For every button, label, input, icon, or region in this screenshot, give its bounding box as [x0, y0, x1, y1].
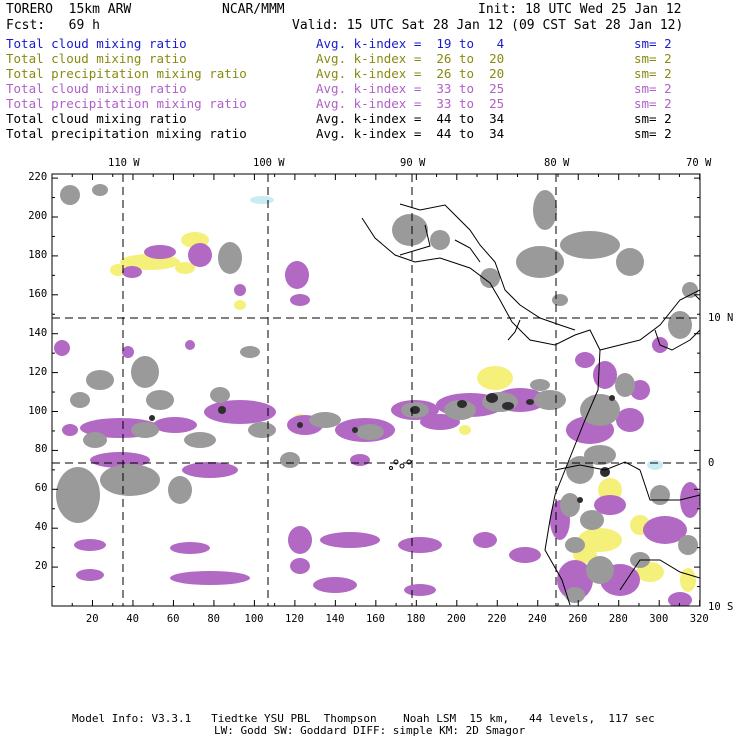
y-grid-label: 100: [28, 404, 48, 417]
y-grid-label: 140: [28, 326, 48, 339]
islands: [389, 459, 412, 470]
x-grid-label: 200: [446, 613, 466, 625]
lon-label-110w: 110 W: [108, 157, 140, 169]
legend-smoothing: sm= 2: [634, 96, 672, 111]
x-grid-label: 80: [207, 613, 220, 625]
valid-time: Valid: 15 UTC Sat 28 Jan 12 (09 CST Sat …: [292, 18, 684, 33]
model-name: TORERO 15km ARW: [6, 2, 132, 17]
legend-kindex: Avg. k-index = 26 to 20: [316, 51, 505, 66]
x-grid-label: 300: [649, 613, 669, 625]
x-grid-label: 100: [244, 613, 264, 625]
axis-ticks: [52, 174, 701, 606]
x-grid-label: 20: [85, 613, 99, 625]
x-grid-label: 120: [284, 613, 304, 625]
legend-kindex: Avg. k-index = 44 to 34: [316, 111, 505, 126]
legend-field: Total precipitation mixing ratio: [6, 96, 247, 111]
y-grid-label: 40: [34, 521, 48, 534]
lat-label-10n: 10 N: [708, 312, 734, 324]
model-info-line-2: LW: Godd SW: Goddard DIFF: simple KM: 2D…: [214, 724, 526, 737]
legend-kindex: Avg. k-index = 33 to 25: [316, 96, 505, 111]
lat-lon-grid: [52, 174, 700, 606]
legend-smoothing: sm= 2: [634, 81, 672, 96]
legend-field: Total cloud mixing ratio: [6, 111, 187, 126]
x-grid-label: 140: [325, 613, 345, 625]
x-grid-label: 180: [406, 613, 426, 625]
x-grid-label: 280: [608, 613, 628, 625]
lon-label-90w: 90 W: [400, 157, 426, 169]
legend-field: Total cloud mixing ratio: [6, 51, 187, 66]
y-grid-label: 20: [34, 560, 48, 573]
y-grid-label: 200: [28, 210, 48, 222]
legend-smoothing: sm= 2: [634, 111, 672, 126]
coastlines: [361, 203, 700, 606]
legend-kindex: Avg. k-index = 19 to 4: [316, 36, 505, 51]
legend-kindex: Avg. k-index = 33 to 25: [316, 81, 505, 96]
init-time: Init: 18 UTC Wed 25 Jan 12: [478, 2, 682, 17]
x-grid-label: 160: [365, 613, 385, 625]
y-grid-label: 80: [34, 443, 48, 456]
forecast-hour: Fcst: 69 h: [6, 18, 100, 33]
model-info-line-1: Model Info: V3.3.1 Tiedtke YSU PBL Thomp…: [72, 712, 655, 725]
legend-kindex: Avg. k-index = 26 to 20: [316, 66, 505, 81]
legend-smoothing: sm= 2: [634, 66, 672, 81]
legend-field: Total cloud mixing ratio: [6, 81, 187, 96]
legend-field: Total precipitation mixing ratio: [6, 126, 247, 141]
x-grid-label: 320: [689, 613, 709, 625]
y-grid-label: 180: [28, 248, 48, 261]
y-grid-label: 120: [28, 365, 48, 378]
x-grid-label: 40: [126, 613, 140, 625]
legend-smoothing: sm= 2: [634, 126, 672, 141]
x-grid-label: 240: [527, 613, 547, 625]
legend-kindex: Avg. k-index = 44 to 34: [316, 126, 505, 141]
organization: NCAR/MMM: [222, 2, 285, 17]
y-grid-label: 160: [28, 287, 48, 300]
lat-label-10s: 10 S: [708, 601, 734, 613]
legend-field: Total cloud mixing ratio: [6, 36, 187, 51]
lat-label-0: 0: [708, 457, 715, 469]
x-grid-label: 260: [568, 613, 588, 625]
legend-smoothing: sm= 2: [634, 36, 672, 51]
legend-field: Total precipitation mixing ratio: [6, 66, 247, 81]
y-grid-label: 60: [34, 482, 48, 495]
y-grid-label: 220: [28, 171, 48, 184]
legend-smoothing: sm= 2: [634, 51, 672, 66]
x-grid-label: 60: [166, 613, 180, 625]
lon-label-80w: 80 W: [544, 157, 570, 169]
lon-label-70w: 70 W: [686, 157, 712, 169]
x-grid-label: 220: [487, 613, 507, 625]
lon-label-100w: 100 W: [253, 157, 285, 169]
